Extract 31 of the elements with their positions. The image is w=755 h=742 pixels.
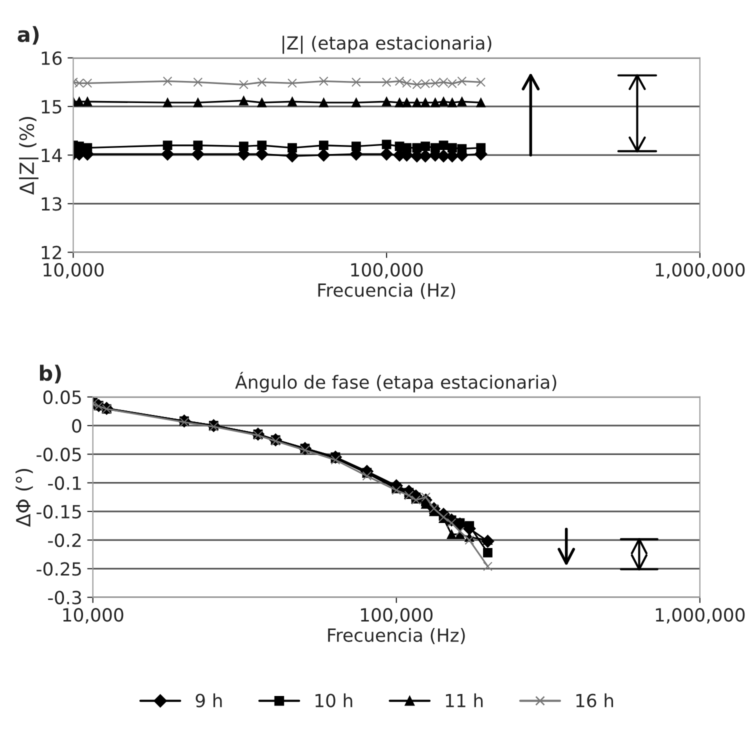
y-tick-label: 12 — [42, 246, 62, 260]
y-tick-label: -0.25 — [36, 562, 81, 576]
text: a) — [18, 26, 39, 45]
legend-label: 11 h — [446, 693, 483, 708]
y-tick-label: 0.05 — [43, 390, 81, 404]
y-tick-label: -0.3 — [48, 590, 82, 604]
y-tick-label: 16 — [42, 51, 62, 65]
chart-title: |Z| (etapa estacionaria) — [282, 36, 492, 54]
y-tick-label: 13 — [42, 197, 62, 211]
y-tick-label: 14 — [42, 148, 62, 162]
x-tick-label: 100,000 — [351, 263, 423, 279]
x-axis-title: Frecuencia (Hz) — [318, 282, 456, 300]
y-tick-label: -0.05 — [36, 448, 81, 462]
x-tick-label: 10,000 — [44, 263, 104, 279]
y-axis-title: Δ|Z| (%) — [19, 116, 38, 195]
y-tick-label: -0.2 — [48, 534, 81, 548]
legend-label: 9 h — [196, 693, 222, 708]
x-tick-label: 1,000,000 — [656, 263, 745, 279]
chart-title: Ángulo de fase (etapa estacionaria) — [235, 372, 556, 392]
x-tick-label: 10,000 — [63, 608, 124, 624]
y-tick-label: -0.15 — [36, 504, 81, 519]
legend-label: 16 h — [576, 693, 614, 708]
y-axis-title: ΔΦ (°) — [16, 468, 33, 527]
x-axis-title: Frecuencia (Hz) — [328, 628, 465, 644]
x-tick-label: 100,000 — [361, 608, 433, 624]
legend-label: 10 h — [316, 693, 352, 708]
y-tick-label: -0.1 — [48, 476, 81, 490]
y-tick-label: 15 — [42, 100, 62, 114]
y-tick-label: 0 — [72, 419, 82, 433]
text: b) — [40, 364, 61, 384]
x-tick-label: 1,000,000 — [656, 608, 745, 624]
